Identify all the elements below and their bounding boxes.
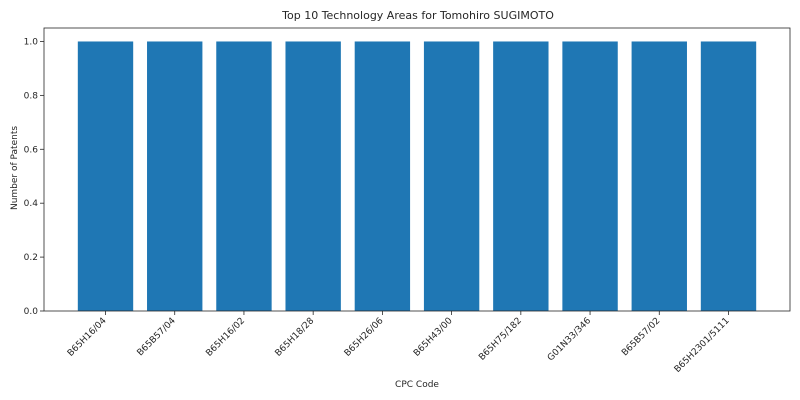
y-tick-label: 0.2 — [24, 253, 38, 263]
y-tick-label: 0.8 — [24, 91, 39, 101]
x-axis-label: CPC Code — [395, 380, 439, 390]
bar — [562, 41, 617, 311]
x-tick-label: B65H2301/5111 — [673, 316, 732, 375]
plot-area: 0.0 0.2 0.4 0.6 0.8 1.0 B65H16/04 B65B57/04 B65H… — [24, 28, 790, 375]
x-tick-label: B65H18/28 — [274, 316, 317, 359]
x-tick-label: B65H75/182 — [477, 316, 524, 363]
bar — [285, 41, 340, 311]
bar — [424, 41, 479, 311]
x-tick-label: B65H26/06 — [343, 316, 386, 359]
y-tick-label: 0.4 — [24, 199, 39, 209]
x-tick-label: B65B57/02 — [620, 316, 662, 358]
x-tick-label: G01N33/346 — [546, 316, 593, 363]
x-tick-label: B65B57/04 — [136, 316, 178, 358]
bar — [78, 41, 133, 311]
y-tick-label: 0.0 — [24, 307, 39, 317]
x-tick-label: B65H16/02 — [204, 316, 247, 359]
bar — [701, 41, 756, 311]
y-tick-label: 0.6 — [24, 145, 39, 155]
x-tick-label: B65H43/00 — [412, 316, 455, 359]
y-axis-label: Number of Patents — [10, 126, 20, 210]
bar — [632, 41, 687, 311]
x-tick-label: B65H16/04 — [66, 316, 109, 359]
bar — [493, 41, 548, 311]
chart-title: Top 10 Technology Areas for Tomohiro SUG… — [281, 9, 554, 22]
bar — [147, 41, 202, 311]
bar — [355, 41, 410, 311]
y-tick-label: 1.0 — [24, 37, 39, 47]
bar — [216, 41, 271, 311]
